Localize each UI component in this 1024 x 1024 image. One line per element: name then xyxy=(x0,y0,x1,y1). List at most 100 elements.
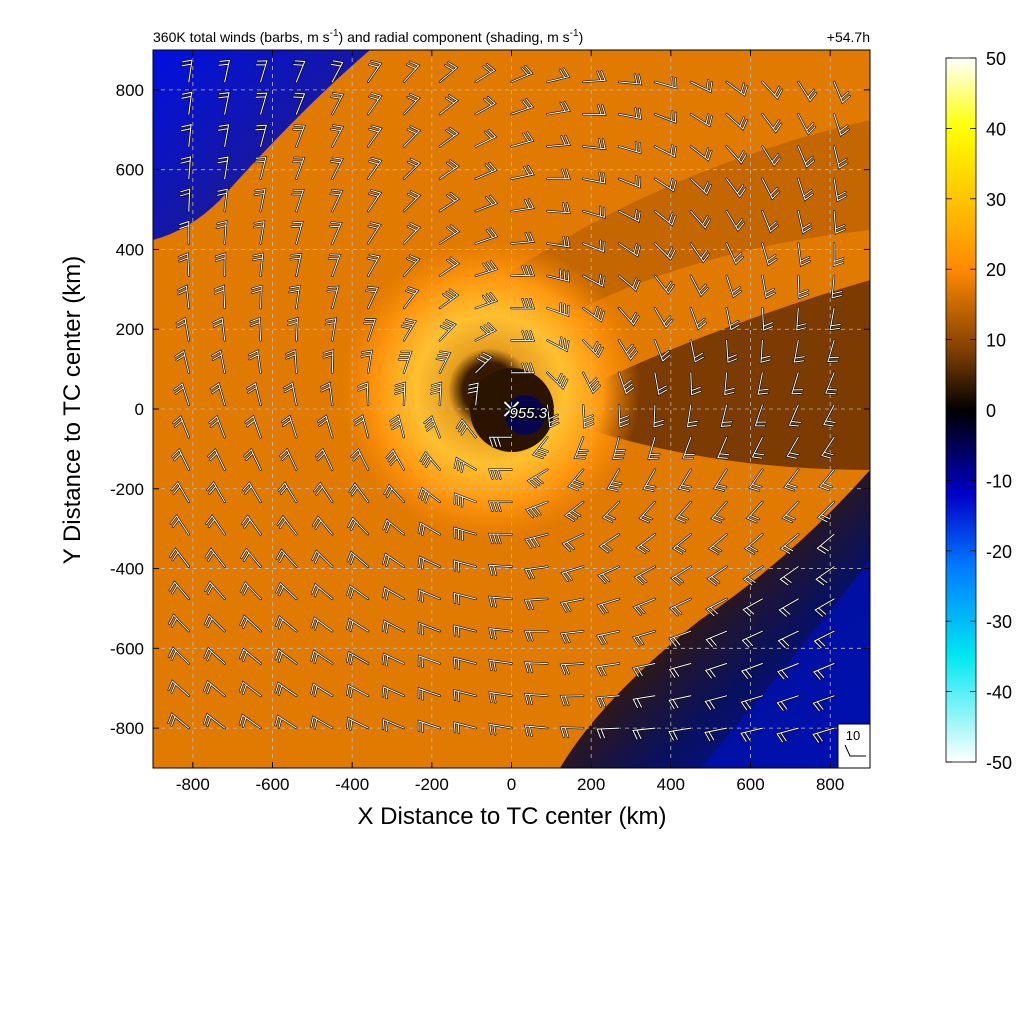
wind-barb xyxy=(830,274,843,300)
wind-barb xyxy=(653,210,677,227)
wind-barb xyxy=(761,145,782,167)
y-tick-label: 200 xyxy=(116,320,144,339)
wind-barb xyxy=(179,155,192,180)
wind-barb xyxy=(360,349,373,374)
wind-barb xyxy=(367,189,383,213)
wind-barb xyxy=(668,630,692,648)
wind-barb xyxy=(453,526,477,541)
wind-barb xyxy=(367,124,383,148)
colorbar-tick-label: 20 xyxy=(986,260,1006,280)
wind-barb xyxy=(689,210,712,230)
wind-barb xyxy=(254,156,268,180)
wind-barb xyxy=(704,630,728,648)
wind-barb xyxy=(546,67,571,83)
wind-barb xyxy=(402,157,422,180)
wind-barb xyxy=(246,381,262,407)
wind-barb xyxy=(653,110,677,124)
wind-barb xyxy=(818,468,836,492)
colorbar-tick-label: -10 xyxy=(986,471,1012,491)
wind-barb xyxy=(761,177,781,201)
wind-barb xyxy=(642,468,657,492)
wind-barb xyxy=(167,712,190,730)
wind-barb xyxy=(631,694,656,709)
colorbar-tick-label: 40 xyxy=(986,119,1006,139)
wind-barb xyxy=(205,514,226,536)
colorbar-tick-label: -20 xyxy=(986,542,1012,562)
wind-barb xyxy=(280,414,298,439)
wind-barb xyxy=(402,286,420,310)
wind-barb xyxy=(402,125,422,148)
wind-barb xyxy=(778,565,800,586)
y-tick-label: -200 xyxy=(110,480,144,499)
wind-barb xyxy=(582,371,601,395)
wind-barb xyxy=(670,565,692,586)
wind-barb xyxy=(787,403,802,428)
wind-barb xyxy=(329,189,344,213)
wind-barb xyxy=(671,533,692,555)
wind-barb xyxy=(402,254,421,277)
wind-barb xyxy=(725,339,738,364)
wind-barb xyxy=(253,188,267,213)
tc-center-marker: 955.3 xyxy=(503,400,549,423)
wind-barb xyxy=(169,514,190,536)
wind-barb xyxy=(797,80,818,103)
wind-barb xyxy=(725,242,744,266)
wind-barb xyxy=(255,91,269,116)
wind-barb xyxy=(324,317,338,342)
wind-barb xyxy=(617,209,642,223)
wind-barb xyxy=(254,124,268,148)
wind-barb xyxy=(653,274,675,295)
wind-barb xyxy=(812,662,836,681)
y-tick-label: 800 xyxy=(116,81,144,100)
wind-barb xyxy=(725,210,746,232)
colorbar-tick-label: 30 xyxy=(986,190,1006,210)
wind-barb xyxy=(743,533,764,555)
wind-barb xyxy=(725,145,748,165)
wind-barb xyxy=(725,177,747,199)
wind-barb xyxy=(365,286,380,310)
wind-barb xyxy=(217,91,231,116)
wind-barb xyxy=(761,210,779,234)
wind-barb xyxy=(474,227,499,245)
wind-barb xyxy=(653,339,672,363)
wind-barb xyxy=(346,683,370,698)
wind-barb xyxy=(689,274,709,298)
wind-barb xyxy=(681,436,696,460)
x-tick-label: 200 xyxy=(577,775,605,794)
wind-barb xyxy=(653,242,676,261)
wind-barb xyxy=(833,145,849,170)
wind-barb xyxy=(725,80,749,97)
wind-barb xyxy=(595,727,621,740)
wind-barb xyxy=(326,285,340,310)
wind-barb xyxy=(741,597,764,618)
wind-barb xyxy=(814,565,836,586)
wind-barb xyxy=(381,685,405,700)
wind-barb xyxy=(598,533,621,554)
wind-barb xyxy=(546,168,571,180)
wind-barb xyxy=(653,177,677,193)
wind-barb xyxy=(329,156,344,180)
wind-barb xyxy=(546,371,569,391)
wind-barb xyxy=(546,101,571,116)
wind-barb xyxy=(708,533,728,555)
wind-barb xyxy=(833,177,848,203)
wind-barb xyxy=(291,156,306,180)
wind-barb xyxy=(596,597,621,615)
x-tick-label: -800 xyxy=(176,775,210,794)
wind-barb xyxy=(314,447,334,471)
wind-barb xyxy=(474,351,494,374)
wind-barb xyxy=(523,724,549,737)
wind-barb xyxy=(674,500,692,524)
wind-barb xyxy=(289,253,303,277)
y-tick-label: -800 xyxy=(110,719,144,738)
wind-barb xyxy=(453,559,477,573)
wind-barb xyxy=(677,468,692,492)
wind-barb xyxy=(689,339,705,364)
reference-barb-box: 10 xyxy=(837,723,871,769)
wind-barb xyxy=(453,656,477,670)
wind-barb xyxy=(510,198,535,213)
wind-barb xyxy=(703,694,728,711)
wind-barb xyxy=(322,349,335,374)
wind-barb xyxy=(276,514,298,536)
wind-barb xyxy=(723,371,736,397)
